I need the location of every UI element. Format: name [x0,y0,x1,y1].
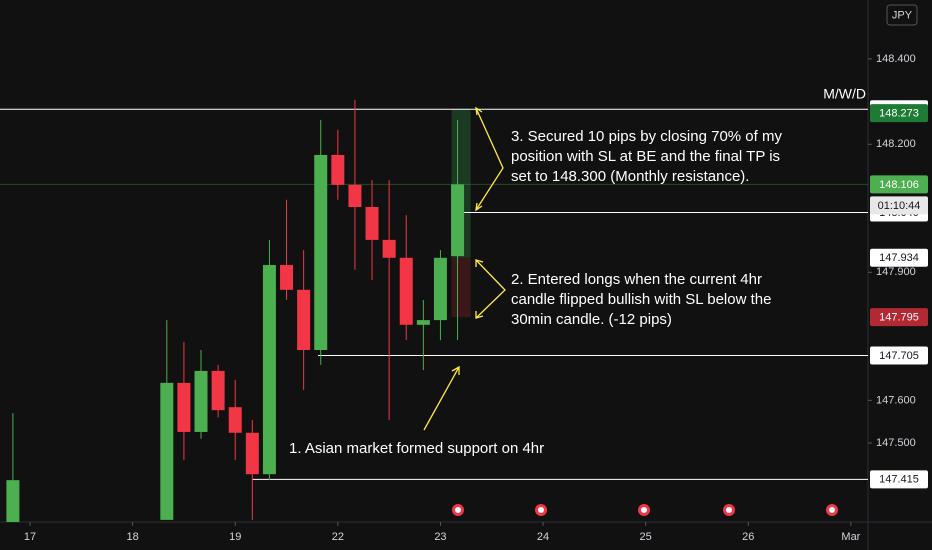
price-line-label: 148.106 [879,179,919,191]
candle-body [6,480,20,522]
candle-body [177,382,191,432]
price-line-label-box [870,248,928,267]
annotation-text: 30min candle. (-12 pips) [511,311,672,328]
event-icon [641,507,647,513]
plot-area [0,99,868,522]
arrow-1 [423,366,460,431]
annotation-text: candle flipped bullish with SL below the [511,291,771,308]
annotation-arrows [423,106,506,431]
stop-zone [451,257,471,318]
candle-body [160,382,174,520]
candle-body [365,207,379,240]
y-tick-label: 147.600 [876,394,916,406]
annotation-text: 2. Entered longs when the current 4hr [511,271,762,288]
event-icon [829,507,835,513]
arrow-head [475,106,483,116]
candle-body [348,184,362,208]
candle-body [416,320,430,325]
candle-body [297,289,311,350]
candle-body [382,239,396,258]
candle-body [314,154,328,350]
candle-body [262,265,276,475]
event-icon [455,507,461,513]
annotation-text: set to 148.300 (Monthly resistance). [511,168,749,185]
price-line-label: 147.415 [879,474,919,486]
candle-body [433,257,447,321]
y-tick-label: 147.900 [876,266,916,278]
x-tick-label: 23 [434,531,446,543]
price-line-label-box [870,308,928,327]
annotation-text: 3. Secured 10 pips by closing 70% of my [511,128,782,145]
x-tick-label: 17 [24,531,36,543]
x-tick-label: 26 [742,531,754,543]
arrow-2 [475,259,506,319]
y-tick-label: 148.200 [876,138,916,150]
y-tick-label: 147.500 [876,437,916,449]
price-line-label-box [870,470,928,489]
x-tick-label: 22 [332,531,344,543]
candle-body [399,257,413,325]
price-line-label: 147.705 [879,350,919,362]
arrow-head [475,259,484,267]
price-line-label-box [870,346,928,365]
overlay: 148.282148.106148.040147.934147.795147.7… [289,100,928,489]
x-tick-label: 18 [126,531,138,543]
currency-label: JPY [892,9,913,21]
event-icon [726,507,732,513]
arrow-3 [475,107,504,211]
annotation-text: position with SL at BE and the final TP … [511,148,780,165]
x-tick-label: 24 [537,531,549,543]
arrow-head [475,202,483,212]
price-line-label: 147.795 [879,312,919,324]
countdown: 01:10:44 [878,200,921,212]
currency-badge[interactable] [886,4,918,26]
x-tick-label: Mar [841,531,860,543]
price-line-label-box [870,175,928,194]
arrow-head [475,311,484,319]
y-tick-label: 148.400 [876,53,916,65]
x-tick-label: 19 [229,531,241,543]
price-line-label: 147.934 [879,252,919,264]
event-icon [538,507,544,513]
candle-body [194,370,208,432]
arrow-head [451,365,460,375]
timeframe-label: M/W/D [823,86,866,102]
annotation-text: 1. Asian market formed support on 4hr [289,440,544,457]
candle-body [451,184,465,257]
candle-body [211,370,225,411]
candle-body [228,407,242,433]
event-icons [452,504,838,516]
countdown-box [870,196,928,215]
x-tick-label: 25 [640,531,652,543]
candle-body [280,265,294,290]
target-badge: 148.273 [879,108,919,120]
candle-body [331,154,345,185]
candle-body [245,432,259,475]
target-badge-box [870,104,928,123]
